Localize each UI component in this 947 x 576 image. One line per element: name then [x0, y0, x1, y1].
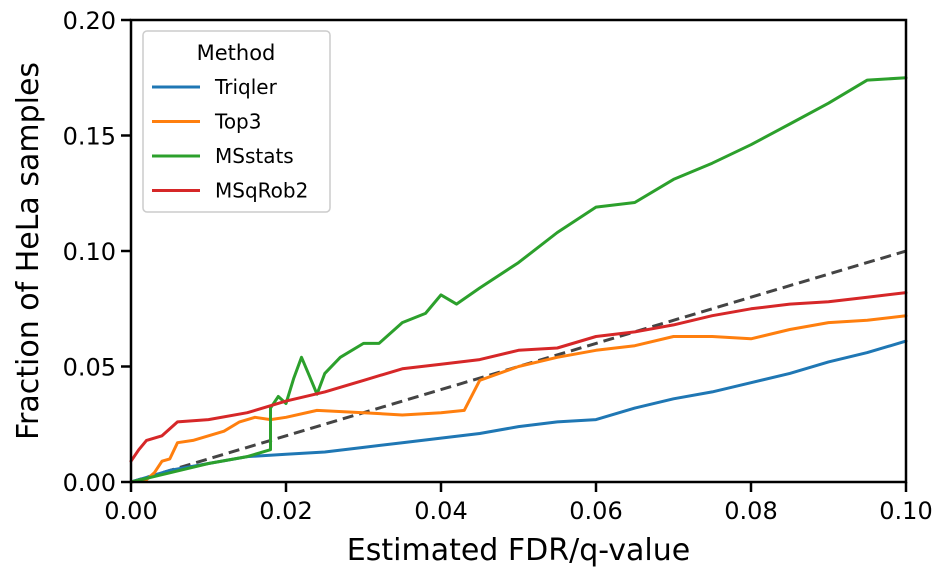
x-axis: 0.00 0.02 0.04 0.06 0.08 0.10	[104, 482, 933, 525]
reference-diagonal-line	[130, 249, 907, 484]
legend-box	[142, 30, 331, 213]
x-tick-label: 0.00	[104, 497, 157, 525]
reference-line-layer	[130, 249, 907, 484]
series-layer	[129, 76, 908, 484]
x-tick-label: 0.06	[569, 497, 622, 525]
y-axis-title: Fraction of HeLa samples	[11, 62, 46, 440]
y-tick-label: 0.05	[63, 354, 116, 382]
legend-title: Method	[197, 41, 276, 65]
y-tick-label: 0.15	[63, 123, 116, 151]
legend-label-msqrob2: MSqRob2	[215, 179, 308, 203]
legend-label-triqler: Triqler	[214, 75, 278, 99]
legend: Method Triqler Top3 MSstats MSqRob2	[142, 30, 331, 213]
legend-items: Triqler Top3 MSstats MSqRob2	[152, 75, 308, 203]
legend-label-msstats: MSstats	[215, 144, 294, 168]
x-tick-label: 0.04	[414, 497, 467, 525]
x-axis-title: Estimated FDR/q-value	[347, 533, 690, 568]
x-tick-label: 0.08	[724, 497, 777, 525]
x-tick-label: 0.02	[259, 497, 312, 525]
series-line-top3	[129, 314, 908, 484]
y-tick-label: 0.20	[63, 7, 116, 35]
y-tick-label: 0.10	[63, 238, 116, 266]
series-line-msqrob2	[129, 291, 908, 463]
legend-label-top3: Top3	[214, 110, 261, 134]
y-tick-label: 0.00	[63, 469, 116, 497]
x-tick-label: 0.10	[879, 497, 932, 525]
y-axis: 0.00 0.05 0.10 0.15 0.20	[63, 7, 131, 497]
